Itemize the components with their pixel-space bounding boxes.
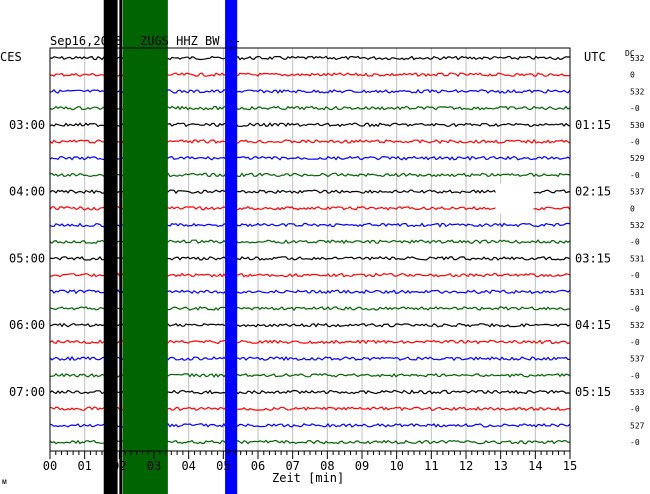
x-tick-label: 08 (320, 459, 334, 473)
right-time-label: 02:15 (575, 185, 611, 199)
event-stripe (105, 0, 109, 494)
dc-value: -0 (630, 238, 640, 247)
x-tick-label: 12 (459, 459, 473, 473)
dc-value: 527 (630, 421, 645, 430)
x-tick-label: 06 (251, 459, 265, 473)
dc-value: 532 (630, 54, 645, 63)
footer-mark: ᴍ (2, 477, 7, 486)
right-time-labels: 01:15 02:15 03:15 04:15 05:15 (575, 118, 611, 399)
right-time-label: 04:15 (575, 318, 611, 332)
right-timezone: UTC (584, 50, 606, 64)
x-tick-label: 04 (181, 459, 195, 473)
x-tick-label: 02 (112, 459, 126, 473)
x-tick-label: 11 (424, 459, 438, 473)
x-axis-label: Zeit [min] (272, 471, 344, 485)
x-tick-label: 05 (216, 459, 230, 473)
dc-value: -0 (630, 138, 640, 147)
left-time-label: 04:00 (9, 185, 45, 199)
x-tick-label: 07 (285, 459, 299, 473)
dc-value: 532 (630, 321, 645, 330)
dc-value: 531 (630, 254, 645, 263)
dc-value: -0 (630, 171, 640, 180)
dc-value: 532 (630, 87, 645, 96)
dc-label: DC (625, 49, 635, 58)
trace-gap (495, 183, 534, 214)
event-band (225, 0, 238, 494)
dc-value: 0 (630, 71, 635, 80)
left-time-label: 05:00 (9, 251, 45, 265)
dc-value: 537 (630, 188, 645, 197)
dc-values: 532 0 532 -0 530 -0 529 -0 537 0 532 -0 531 -0 531 -0 53… (630, 54, 645, 447)
x-axis-ticks: 00 01 02 03 04 05 06 07 08 09 10 11 12 13 14 15 (43, 451, 577, 473)
header-station: ZUGS HHZ BW -- (140, 34, 241, 48)
x-tick-label: 14 (528, 459, 542, 473)
right-time-label: 03:15 (575, 251, 611, 265)
x-tick-label: 15 (563, 459, 577, 473)
dc-value: -0 (630, 438, 640, 447)
event-bands (103, 0, 534, 494)
dc-value: -0 (630, 371, 640, 380)
event-stripe (119, 0, 123, 494)
dc-value: -0 (630, 405, 640, 414)
event-stripe (114, 0, 118, 494)
dc-value: -0 (630, 104, 640, 113)
dc-value: 530 (630, 121, 645, 130)
x-tick-label: 00 (43, 459, 57, 473)
left-time-label: 03:00 (9, 118, 45, 132)
right-time-label: 01:15 (575, 118, 611, 132)
dc-value: 532 (630, 221, 645, 230)
left-time-labels: 03:00 04:00 05:00 06:00 07:00 (9, 118, 45, 399)
dc-value: -0 (630, 305, 640, 314)
event-band (122, 0, 168, 494)
left-timezone: CES (0, 50, 22, 64)
dc-value: 0 (630, 204, 635, 213)
header-date: Sep16,2013 (50, 34, 122, 48)
left-time-label: 06:00 (9, 318, 45, 332)
x-tick-label: 01 (77, 459, 91, 473)
dc-value: -0 (630, 271, 640, 280)
left-time-label: 07:00 (9, 385, 45, 399)
right-time-label: 05:15 (575, 385, 611, 399)
x-tick-label: 03 (147, 459, 161, 473)
dc-value: 529 (630, 154, 645, 163)
x-tick-label: 09 (355, 459, 369, 473)
dc-value: 537 (630, 355, 645, 364)
trace-group (49, 55, 571, 445)
x-tick-label: 10 (389, 459, 403, 473)
x-tick-label: 13 (493, 459, 507, 473)
dc-value: 533 (630, 388, 645, 397)
dc-value: 531 (630, 288, 645, 297)
dc-value: -0 (630, 338, 640, 347)
